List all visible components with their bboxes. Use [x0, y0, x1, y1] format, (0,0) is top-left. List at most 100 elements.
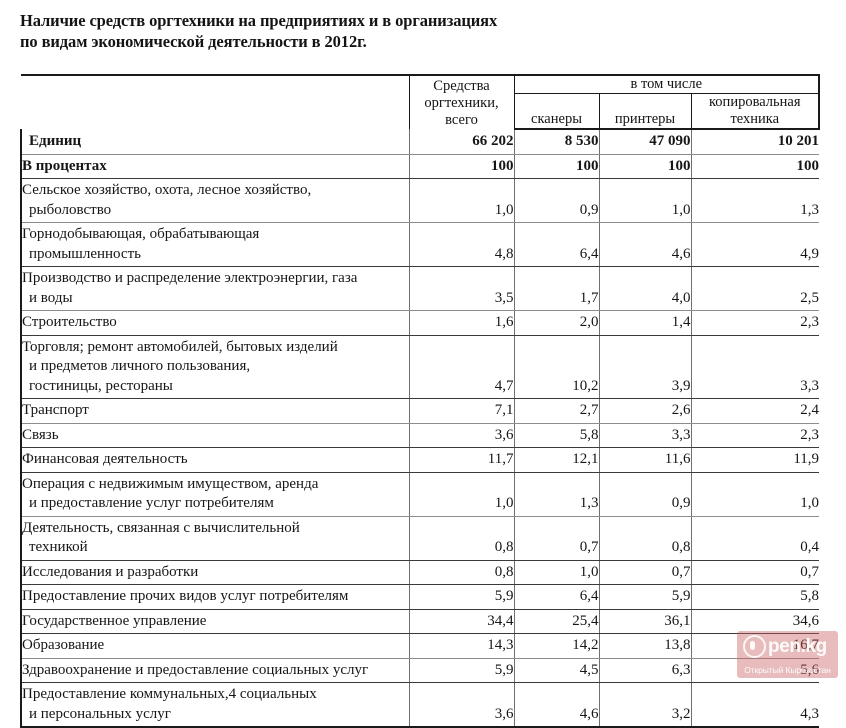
row-value-cell: 1,0 — [599, 178, 692, 223]
row-label-cell: Строительство — [20, 310, 410, 336]
row-value-cell: 36,1 — [599, 609, 692, 634]
row-value-cell: 14,2 — [514, 633, 600, 659]
row-label-line: Деятельность, связанная с вычислительной — [22, 519, 300, 536]
statistics-table: Средства оргтехники, всего в том числе с… — [20, 74, 821, 728]
header-copiers-line-2: техника — [730, 111, 780, 127]
row-value-cell: 0,7 — [599, 560, 692, 585]
table-row: Здравоохранение и предоставление социаль… — [20, 658, 820, 683]
row-value-cell: 6,4 — [514, 584, 600, 610]
row-value-cell: 4,5 — [514, 658, 600, 683]
row-label-line: Производство и распределение электроэнер… — [22, 270, 358, 286]
table-row: Связь 3,6 5,8 3,3 2,3 — [20, 423, 820, 448]
row-value-cell: 11,6 — [599, 447, 692, 473]
row-value-cell: 6,4 — [514, 222, 600, 267]
row-value-cell: 5,8 — [691, 584, 820, 610]
row-label-cell: Исследования и разработки — [20, 560, 410, 585]
table-header-row-sub: сканеры принтеры копировальная техника — [21, 93, 821, 130]
row-value-cell: 4,7 — [409, 335, 515, 399]
row-label-line: Строительство — [22, 314, 117, 330]
row-label-line: Операция с недвижимым имуществом, аренда — [22, 475, 319, 492]
row-value-cell: 10 201 — [691, 129, 820, 155]
row-label-cell: Финансовая деятельность — [20, 447, 410, 473]
row-label-cell: Деятельность, связанная с вычислительной… — [20, 516, 410, 561]
row-label-cell: В процентах — [20, 154, 410, 179]
table-row: Государственное управление 34,4 25,4 36,1 34… — [20, 609, 820, 634]
row-value-cell: 100 — [599, 154, 692, 179]
header-cell-copiers: копировальная техника — [690, 93, 821, 130]
table-header: Средства оргтехники, всего в том числе с… — [21, 74, 821, 130]
table-row: Горнодобывающая, обрабатывающая промышлен… — [20, 222, 820, 267]
page-title-line-1: Наличие средств оргтехники на предприяти… — [20, 11, 498, 30]
row-value-cell: 3,2 — [599, 682, 692, 728]
row-label-cell: Горнодобывающая, обрабатывающая промышлен… — [20, 222, 410, 267]
row-value-cell: 3,6 — [409, 682, 515, 728]
row-value-cell: 13,8 — [599, 633, 692, 659]
table-row: Предоставление коммунальных,4 социальных… — [20, 682, 820, 728]
row-value-cell: 4,6 — [599, 222, 692, 267]
row-label-line: Предоставление коммунальных,4 социальных — [22, 686, 317, 702]
row-label-line: Торговля; ремонт автомобилей, бытовых из… — [22, 338, 338, 355]
header-total-line-2: оргтехники, — [424, 95, 499, 111]
row-value-cell: 100 — [691, 154, 820, 179]
row-value-cell: 0,9 — [599, 472, 692, 517]
row-label-line: промышленность — [29, 245, 141, 262]
row-label-line: Исследования и разработки — [22, 563, 199, 580]
row-label-line: Образование — [22, 637, 105, 653]
row-value-cell: 11,9 — [691, 447, 820, 473]
row-value-cell: 0,8 — [409, 516, 515, 561]
row-label-cell: Предоставление прочих видов услуг потреб… — [20, 584, 410, 610]
row-label-cell: Транспорт — [20, 398, 410, 424]
row-value-cell: 3,3 — [599, 423, 692, 448]
row-value-cell: 5,9 — [409, 584, 515, 610]
row-value-cell: 11,7 — [409, 447, 515, 473]
row-value-cell: 5,9 — [599, 584, 692, 610]
row-value-cell: 25,4 — [514, 609, 600, 634]
table-row: В процентах 100 100 100 100 — [20, 154, 820, 179]
row-value-cell: 4,8 — [409, 222, 515, 267]
table-row: Транспорт 7,1 2,7 2,6 2,4 — [20, 398, 820, 424]
header-total-line-3: всего — [445, 112, 478, 128]
row-label-line: и предоставление услуг потребителям — [29, 495, 274, 511]
row-value-cell: 47 090 — [599, 129, 692, 155]
table-row: Строительство 1,6 2,0 1,4 2,3 — [20, 310, 820, 336]
page-title-line-2: по видам экономической деятельности в 20… — [20, 32, 367, 51]
row-value-cell: 1,0 — [409, 472, 515, 517]
row-label-line: Транспорт — [22, 402, 89, 418]
row-label-cell: Единиц — [20, 129, 410, 155]
row-label-line: и персональных услуг — [29, 705, 171, 722]
table-header-row-top: Средства оргтехники, всего в том числе — [21, 74, 821, 129]
row-value-cell: 1,4 — [599, 310, 692, 336]
row-label-cell: Предоставление коммунальных,4 социальных… — [20, 682, 410, 728]
row-label-line: Государственное управление — [22, 612, 207, 629]
row-value-cell: 6,3 — [599, 658, 692, 683]
row-value-cell: 1,7 — [514, 266, 600, 311]
row-label-line: и предметов личного пользования, — [29, 358, 251, 374]
row-label-cell: Торговля; ремонт автомобилей, бытовых из… — [20, 335, 410, 399]
row-value-cell: 34,6 — [691, 609, 820, 634]
row-value-cell: 1,0 — [691, 472, 820, 517]
row-value-cell: 66 202 — [409, 129, 515, 155]
row-label-cell: Государственное управление — [20, 609, 410, 634]
row-value-cell: 14,3 — [409, 633, 515, 659]
table-row: Производство и распределение электроэнер… — [20, 266, 820, 311]
header-total-line-1: Средства — [433, 78, 490, 94]
table-row: Предоставление прочих видов услуг потреб… — [20, 584, 820, 610]
table-row: Исследования и разработки 0,8 1,0 0,7 0,7 — [20, 560, 820, 585]
row-value-cell: 100 — [409, 154, 515, 179]
page-title: Наличие средств оргтехники на предприяти… — [20, 10, 820, 52]
row-value-cell: 3,3 — [691, 335, 820, 399]
row-value-cell: 2,5 — [691, 266, 820, 311]
row-value-cell: 0,8 — [409, 560, 515, 585]
row-label-line: техникой — [29, 539, 88, 555]
row-label-cell: Здравоохранение и предоставление социаль… — [20, 658, 410, 683]
row-value-cell: 8 530 — [514, 129, 600, 155]
row-label-line: Связь — [22, 426, 59, 443]
table-row: Образование 14,3 14,2 13,8 16,7 — [20, 633, 820, 659]
row-value-cell: 3,9 — [599, 335, 692, 399]
row-label-line: В процентах — [22, 157, 107, 174]
row-label-line: и воды — [29, 289, 73, 306]
table-row: Деятельность, связанная с вычислительной… — [20, 516, 820, 561]
row-value-cell: 1,6 — [409, 310, 515, 336]
row-value-cell: 5,9 — [409, 658, 515, 683]
header-cell-scanners: сканеры — [513, 93, 599, 130]
